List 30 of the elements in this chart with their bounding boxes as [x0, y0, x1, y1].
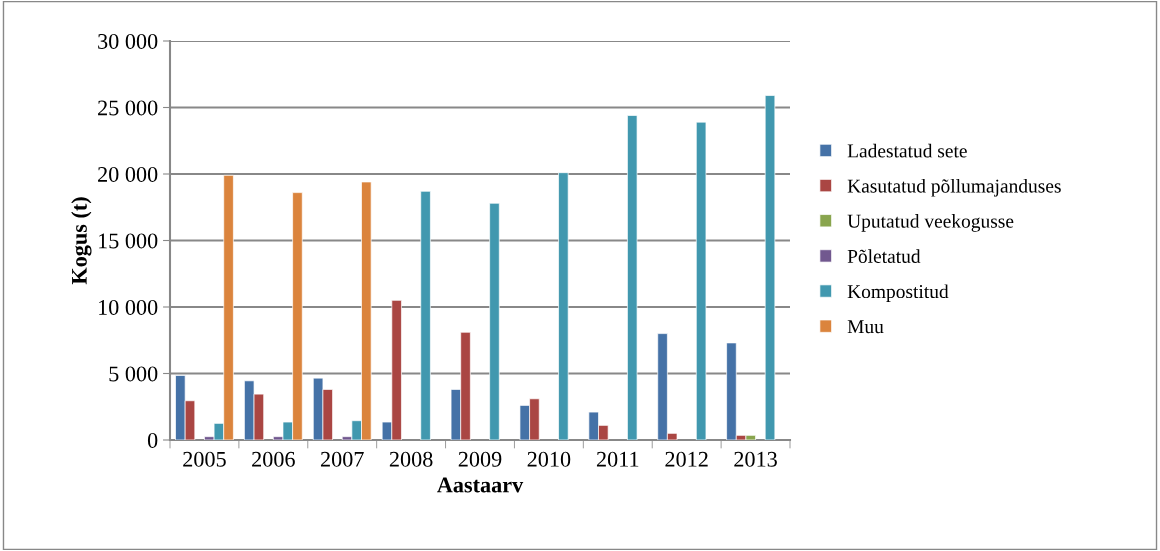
- y-tick-label: 15 000: [99, 233, 158, 249]
- bar: [420, 190, 431, 440]
- legend-label: Kasutatud põllumajanduses: [847, 178, 1061, 197]
- y-tick-label: 25 000: [98, 100, 158, 116]
- bar: [558, 172, 569, 440]
- y-tick-label: 5 000: [109, 366, 158, 382]
- y-tick-label: 10 000: [99, 299, 158, 315]
- x-tick-label: 2011: [596, 451, 639, 467]
- bar: [627, 115, 638, 440]
- legend-label: Uputatud veekogusse: [847, 214, 1014, 232]
- legend-label: Põletatud: [847, 249, 921, 263]
- x-tick-label: 2005: [183, 451, 226, 467]
- y-tick-label: 0: [147, 432, 158, 448]
- legend-label: Kompostitud: [847, 284, 949, 303]
- y-axis-title: Kogus (t): [71, 197, 92, 285]
- bar: [764, 95, 776, 440]
- x-tick-label: 2013: [734, 451, 777, 467]
- x-tick-label: 2012: [665, 451, 708, 467]
- legend-label: Muu: [847, 320, 884, 334]
- bar: [695, 121, 707, 440]
- x-tick-label: 2010: [527, 451, 571, 467]
- y-tick-label: 20 000: [98, 166, 158, 182]
- x-axis-title: Aastaarv: [437, 477, 524, 493]
- y-tick-label: 30 000: [98, 33, 158, 49]
- x-tick-label: 2009: [458, 451, 502, 467]
- bar: [489, 202, 500, 440]
- x-tick-label: 2007: [320, 451, 364, 467]
- x-tick-label: 2006: [252, 451, 295, 467]
- legend-label: Ladestatud sete: [847, 143, 967, 158]
- x-tick-label: 2008: [389, 451, 433, 467]
